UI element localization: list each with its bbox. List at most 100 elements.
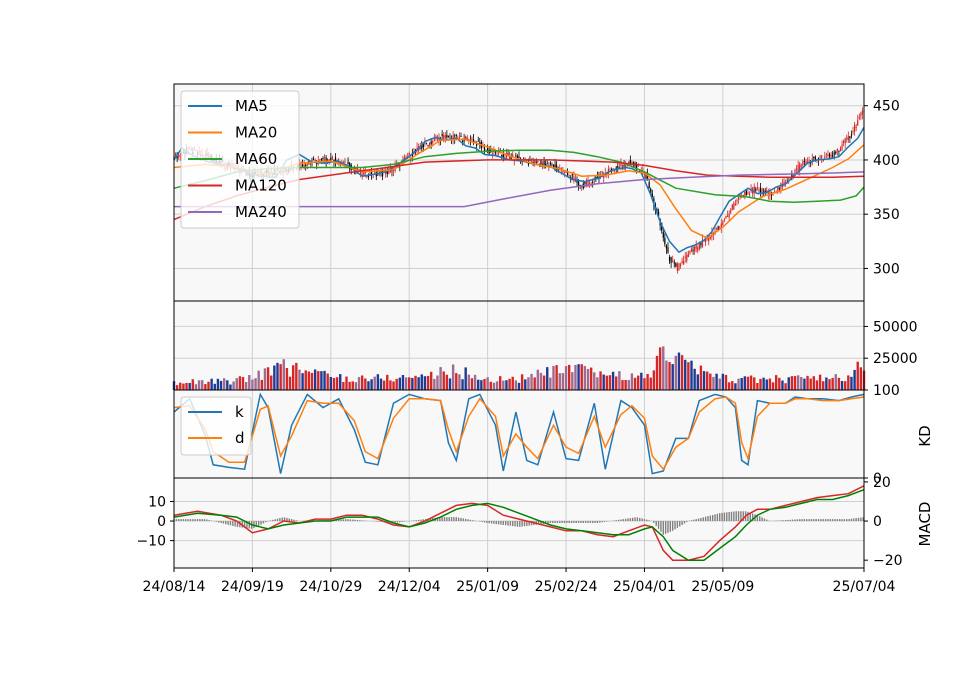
volume-bar xyxy=(737,379,739,390)
candle-body xyxy=(666,246,667,249)
macd-hist-bar xyxy=(834,519,835,521)
volume-bar xyxy=(806,376,808,390)
macd-hist-bar xyxy=(627,518,628,521)
macd-hist-bar xyxy=(658,521,659,529)
volume-bar xyxy=(283,359,285,390)
macd-hist-bar xyxy=(199,519,200,521)
volume-bar xyxy=(339,374,341,390)
candle-body xyxy=(779,188,780,189)
candle-body xyxy=(830,155,831,158)
macd-hist-bar xyxy=(296,520,297,521)
macd-hist-bar xyxy=(801,519,802,521)
volume-bar xyxy=(775,375,777,390)
candle-body xyxy=(315,160,316,161)
macd-hist-bar xyxy=(507,521,508,526)
macd-hist-bar xyxy=(806,519,807,521)
candle-body xyxy=(669,257,670,261)
macd-hist-bar xyxy=(493,521,494,524)
volume-bar xyxy=(508,379,510,390)
candle-body xyxy=(321,159,322,160)
macd-hist-bar xyxy=(289,519,290,522)
candle-body xyxy=(373,176,374,177)
candle-body xyxy=(689,251,690,253)
price-y-tick-label: 400 xyxy=(873,153,900,169)
volume-bar xyxy=(320,371,322,390)
candle-body xyxy=(432,141,433,143)
macd-hist-bar xyxy=(587,521,588,523)
volume-bar xyxy=(697,374,699,390)
volume-bar xyxy=(449,378,451,390)
macd-hist-bar xyxy=(500,521,501,525)
volume-bar xyxy=(734,383,736,390)
candle-body xyxy=(178,155,179,158)
candle-body xyxy=(796,169,797,170)
macd-hist-bar xyxy=(453,517,454,521)
volume-bar xyxy=(323,371,325,390)
volume-bar xyxy=(251,380,253,390)
macd-hist-bar xyxy=(698,519,699,522)
volume-bar xyxy=(279,364,281,390)
candle-body xyxy=(862,110,863,114)
panel-bg-macd xyxy=(174,478,864,568)
macd-hist-bar xyxy=(860,518,861,522)
volume-bar xyxy=(411,378,413,390)
macd-hist-bar xyxy=(206,519,207,521)
volume-bar xyxy=(305,370,307,390)
macd-hist-bar xyxy=(764,518,765,521)
volume-bar xyxy=(650,378,652,390)
macd-hist-bar xyxy=(489,521,490,523)
volume-bar xyxy=(712,377,714,390)
macd-hist-bar xyxy=(178,519,179,521)
kd-y-tick-label: 100 xyxy=(873,383,900,399)
candle-body xyxy=(859,117,860,119)
legend-label: k xyxy=(235,403,244,421)
legend-label: MA240 xyxy=(235,203,287,221)
macd-hist-bar xyxy=(738,511,739,521)
macd-hist-bar xyxy=(712,515,713,521)
x-tick-label: 25/07/04 xyxy=(833,579,896,595)
volume-bar xyxy=(392,381,394,390)
volume-bar xyxy=(537,370,539,390)
legend-label: MA5 xyxy=(235,97,268,115)
candle-body xyxy=(854,125,855,132)
macd-hist-bar xyxy=(853,518,854,521)
macd-hist-bar xyxy=(470,520,471,521)
volume-bar xyxy=(640,373,642,390)
macd-hist-bar xyxy=(352,520,353,521)
volume-bar xyxy=(273,366,275,390)
macd-hist-bar xyxy=(731,512,732,521)
candle-body xyxy=(445,136,446,138)
candle-body xyxy=(749,194,750,195)
candle-body xyxy=(727,216,728,217)
volume-bar xyxy=(326,374,328,390)
volume-bar xyxy=(521,374,523,390)
candle-body xyxy=(744,192,745,196)
volume-bar xyxy=(587,369,589,390)
macd-hist-bar xyxy=(583,521,584,523)
macd-hist-bar xyxy=(839,519,840,521)
macd-hist-bar xyxy=(808,519,809,521)
candle-body xyxy=(442,134,443,136)
volume-bar xyxy=(414,376,416,390)
candle-body xyxy=(564,172,565,173)
macd-hist-bar xyxy=(498,521,499,524)
volume-bar xyxy=(747,377,749,390)
x-tick-label: 24/12/04 xyxy=(378,579,441,595)
macd-hist-bar xyxy=(519,521,520,527)
volume-bar xyxy=(515,380,517,390)
macd-hist-bar xyxy=(632,518,633,521)
macd-hist-bar xyxy=(192,519,193,521)
candle-body xyxy=(757,188,758,189)
candle-body xyxy=(747,192,748,193)
macd-hist-bar xyxy=(418,520,419,521)
macd-y-tick-label-right: −20 xyxy=(873,553,903,569)
macd-hist-bar xyxy=(232,521,233,526)
volume-bar xyxy=(681,355,683,390)
candle-body xyxy=(730,210,731,212)
volume-bar xyxy=(618,371,620,390)
volume-bar xyxy=(443,371,445,390)
volume-bar xyxy=(659,347,661,390)
volume-bar xyxy=(756,383,758,390)
macd-hist-bar xyxy=(265,521,266,522)
